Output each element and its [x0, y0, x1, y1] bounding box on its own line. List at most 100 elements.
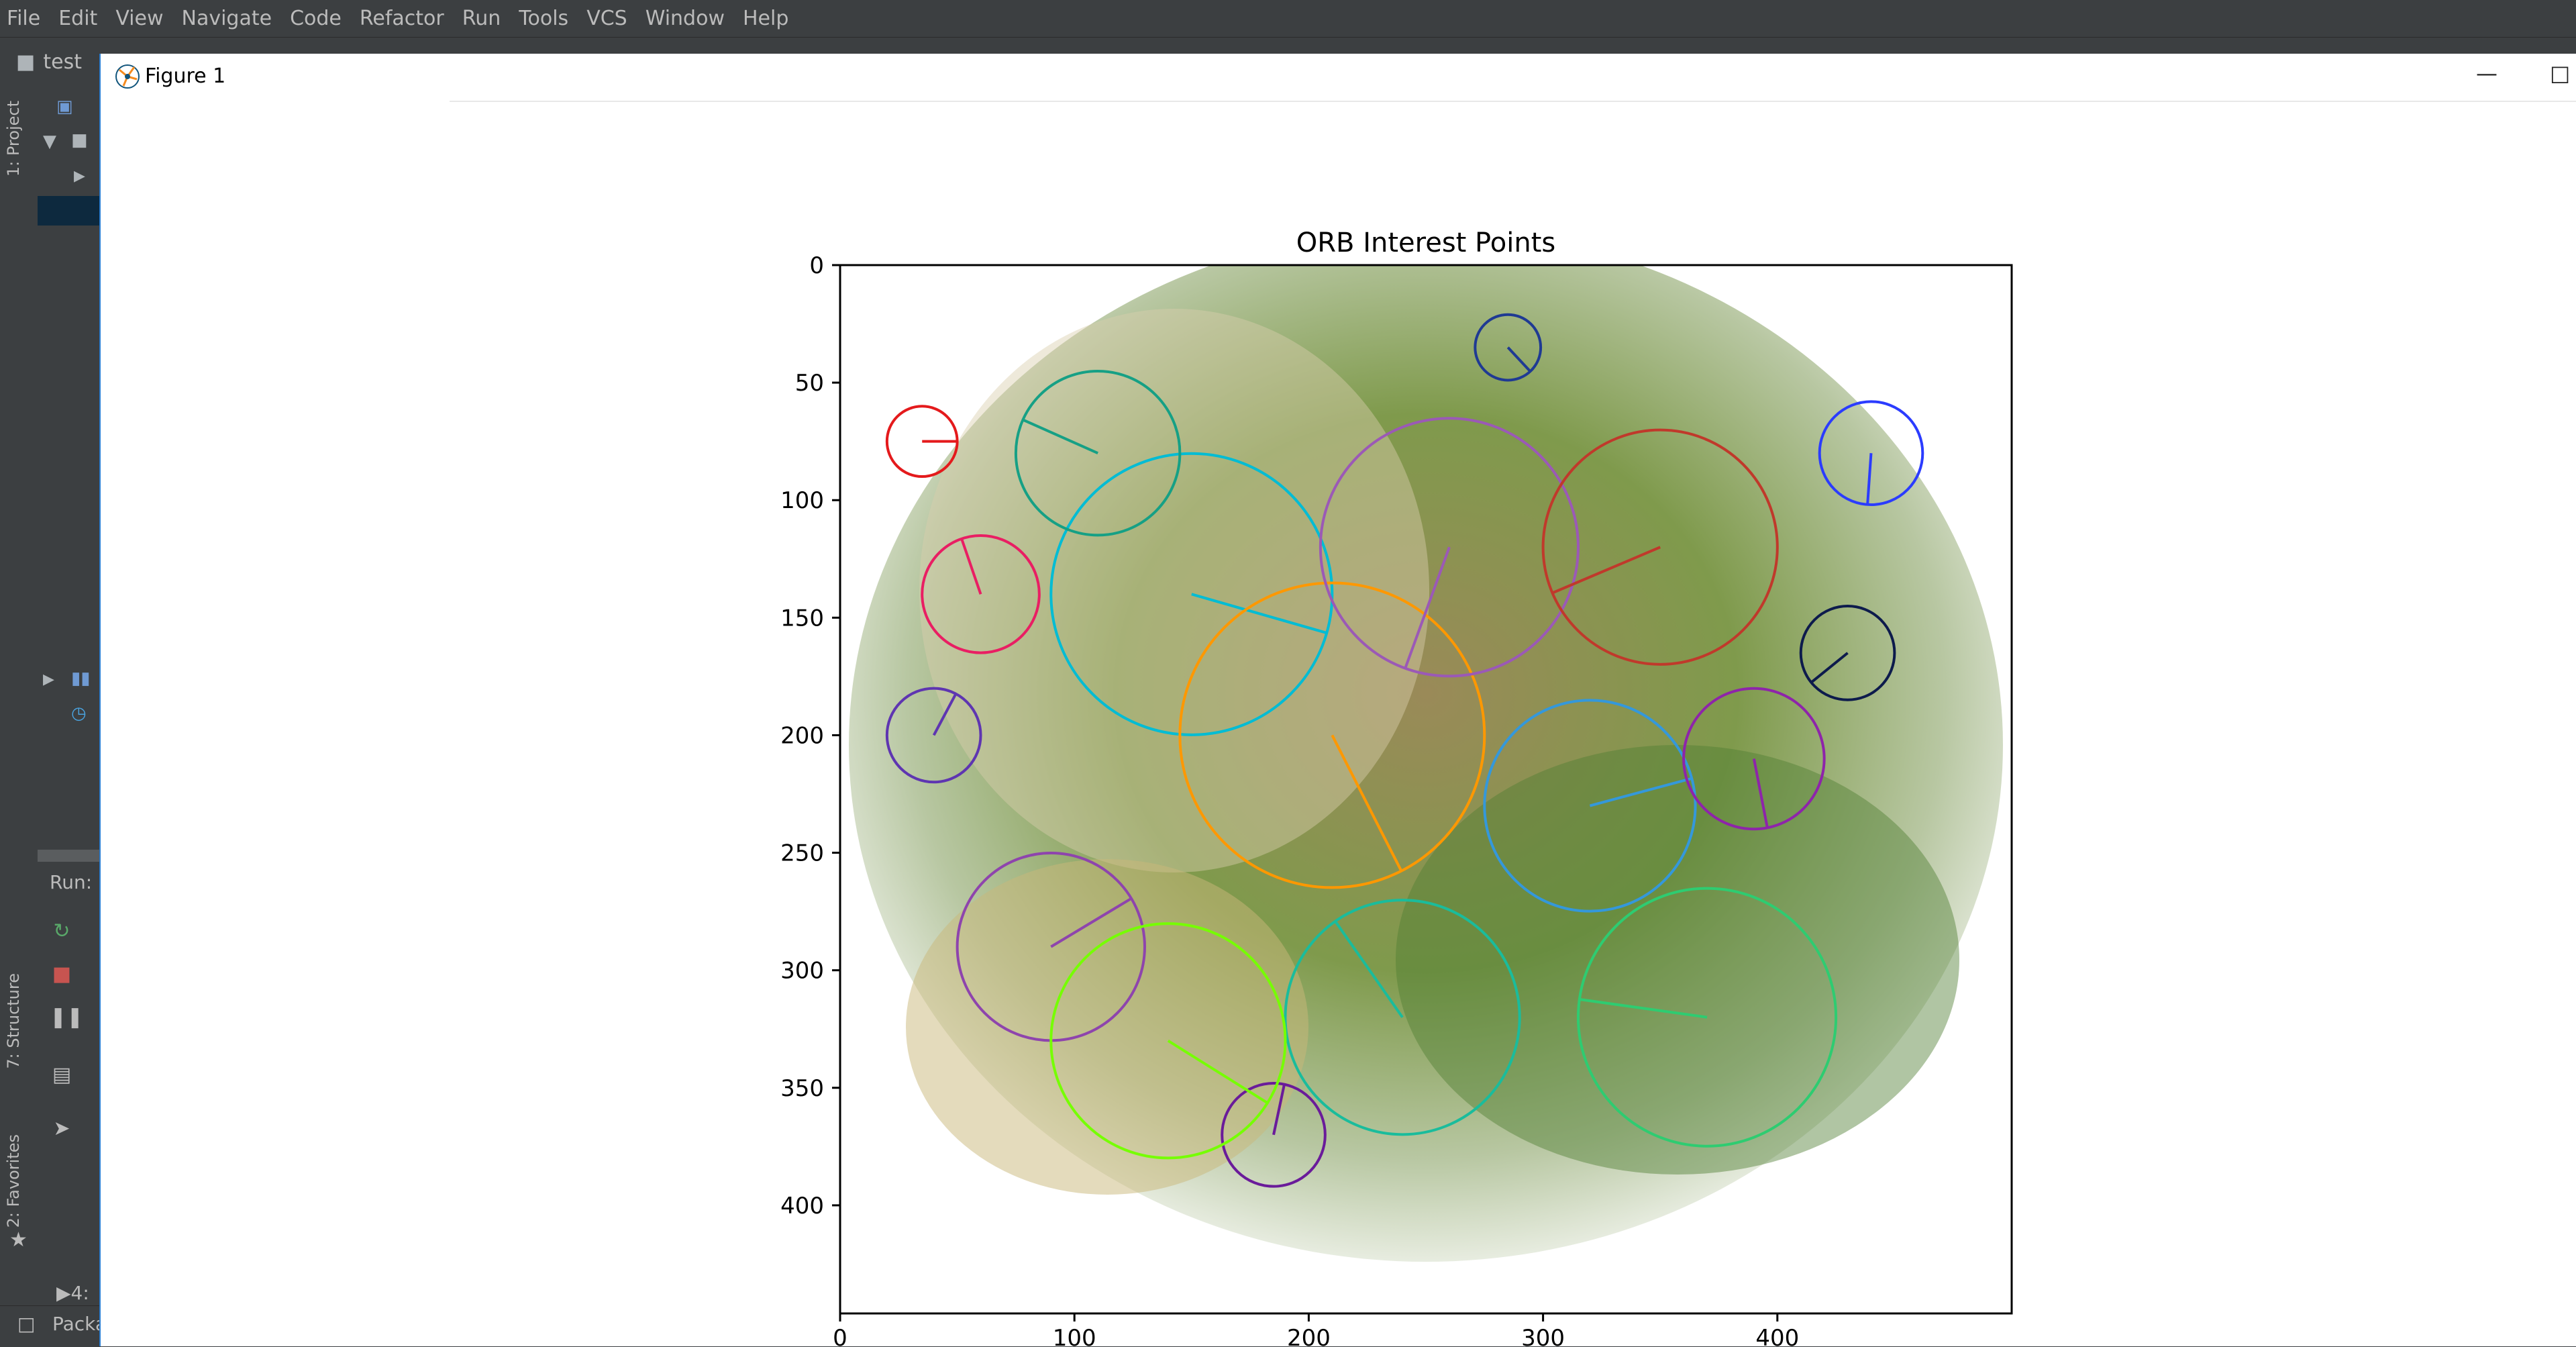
y-tick-label: 400 — [780, 1193, 824, 1219]
tab-project[interactable]: 1: Project — [4, 101, 23, 177]
menu-view[interactable]: View — [115, 7, 164, 30]
menu-edit[interactable]: Edit — [58, 7, 98, 30]
keypoint-circle — [1483, 699, 1697, 913]
tab-favorites[interactable]: 2: Favorites — [4, 1134, 23, 1228]
menu-code[interactable]: Code — [290, 7, 342, 30]
menu-window[interactable]: Window — [645, 7, 725, 30]
left-tool-stripe: 1: Project 7: Structure 2: Favorites ★ — [0, 87, 38, 1305]
project-name: test — [43, 50, 82, 74]
keypoint-circle — [885, 687, 982, 784]
tab-structure[interactable]: 7: Structure — [4, 973, 23, 1069]
keypoint-circle — [1178, 581, 1486, 889]
keypoint-orientation — [1752, 758, 1769, 828]
keypoint-circle — [1799, 605, 1896, 701]
y-tick-label: 100 — [780, 487, 824, 514]
keypoint — [885, 687, 982, 784]
x-tick-label: 200 — [1287, 1325, 1331, 1346]
menu-file[interactable]: File — [7, 7, 41, 30]
x-tick-label: 100 — [1053, 1325, 1096, 1346]
figure-title: Figure 1 — [145, 64, 226, 88]
keypoint-orientation — [1551, 546, 1661, 595]
keypoint-orientation — [1167, 1040, 1269, 1104]
pause-icon[interactable]: ❚❚ — [50, 1005, 84, 1029]
keypoint — [1014, 369, 1182, 537]
y-tick-label: 300 — [780, 958, 824, 985]
minimize-icon[interactable]: — — [2476, 60, 2497, 86]
keypoint — [1178, 581, 1486, 889]
keypoint-orientation — [1331, 734, 1403, 872]
pin-icon[interactable]: ➤ — [53, 1117, 70, 1140]
folder-icon: ■ — [16, 50, 36, 74]
keypoint — [885, 405, 959, 479]
selected-tree-row[interactable] — [38, 196, 101, 226]
keypoint-circle — [1049, 922, 1287, 1160]
menu-run[interactable]: Run — [462, 7, 501, 30]
chevron-right-icon[interactable]: ▶ — [74, 168, 85, 185]
chevron-right-icon[interactable]: ▶ — [43, 671, 54, 688]
maximize-icon[interactable]: □ — [2550, 60, 2571, 86]
figure-window: Figure 1 — □ ORB Interest Points 0 50 100 1 — [99, 54, 2576, 1346]
keypoint-circle — [1576, 887, 1838, 1148]
x-tick-label: 400 — [1755, 1325, 1799, 1346]
keypoint — [1221, 1082, 1327, 1188]
y-tick-label: 0 — [809, 252, 824, 279]
keypoint-orientation — [1191, 593, 1327, 634]
tree-row[interactable]: ▶ ▮▮ — [38, 666, 101, 699]
tree-row[interactable]: ◷ — [38, 701, 101, 734]
keypoint-orientation — [1589, 777, 1692, 807]
figure-titlebar[interactable]: Figure 1 — □ — [101, 54, 2576, 101]
menu-refactor[interactable]: Refactor — [359, 7, 444, 30]
keypoint — [1818, 400, 1924, 507]
stop-icon[interactable]: ■ — [52, 962, 72, 986]
keypoint — [1541, 428, 1779, 666]
keypoint-circle — [1319, 417, 1580, 678]
run-label: Run: — [50, 871, 93, 893]
menu-vcs[interactable]: VCS — [586, 7, 627, 30]
y-tick-label: 200 — [780, 722, 824, 749]
keypoint-orientation — [1050, 897, 1133, 948]
window-icon: □ — [17, 1313, 36, 1335]
keypoint-circle — [1474, 313, 1543, 382]
keypoint-circle — [1049, 452, 1334, 736]
keypoint-orientation — [1866, 453, 1873, 505]
packages-tab[interactable]: Packa — [52, 1313, 107, 1335]
rerun-icon[interactable]: ↻ — [53, 919, 70, 943]
plot-canvas[interactable]: ORB Interest Points 0 50 100 150 200 250 300 35… — [101, 54, 2576, 1346]
project-breadcrumb[interactable]: ■ test — [0, 40, 101, 83]
chart-icon: ▮▮ — [71, 668, 91, 689]
keypoint — [1049, 452, 1334, 736]
project-panel: ▣ ▼ ■ ▶ ▶ ▮▮ ◷ Run: ↻ ■ ❚❚ ▤ ➤ — [38, 87, 101, 1346]
axes-frame — [839, 264, 2013, 1315]
keypoint-orientation — [960, 538, 982, 595]
tree-row[interactable]: ▶ — [38, 162, 101, 196]
layout-icon[interactable]: ▤ — [52, 1063, 72, 1087]
menu-tools[interactable]: Tools — [519, 7, 569, 30]
keypoint-orientation — [1506, 346, 1532, 372]
tree-row[interactable]: ▼ ■ — [38, 128, 101, 161]
y-tick-label: 150 — [780, 605, 824, 632]
star-icon[interactable]: ★ — [9, 1228, 28, 1252]
keypoint-circle — [1541, 428, 1779, 666]
keypoint — [921, 534, 1041, 654]
keypoint — [1474, 313, 1543, 382]
tree-row[interactable]: ▣ — [38, 93, 101, 126]
menubar: File Edit View Navigate Code Refactor Run Tools… — [0, 0, 2576, 38]
run-tab[interactable]: ▶4: — [56, 1282, 89, 1304]
keypoint-orientation — [932, 693, 958, 736]
keypoint-circle — [1221, 1082, 1327, 1188]
keypoint-circle — [1284, 899, 1521, 1136]
keypoint-circle — [1818, 400, 1924, 507]
menu-navigate[interactable]: Navigate — [181, 7, 272, 30]
image-area — [840, 265, 2012, 1313]
keypoint-circle — [1682, 687, 1826, 831]
menu-help[interactable]: Help — [743, 7, 789, 30]
chevron-down-icon[interactable]: ▼ — [43, 132, 56, 152]
keypoint — [1319, 417, 1580, 678]
horizontal-scrollbar[interactable] — [38, 850, 101, 862]
folder-icon: ■ — [71, 130, 88, 150]
chart-title: ORB Interest Points — [1296, 228, 1555, 258]
x-tick-label: 300 — [1521, 1325, 1565, 1346]
matplotlib-icon — [115, 64, 140, 89]
keypoint — [1049, 922, 1287, 1160]
keypoint-orientation — [1022, 418, 1098, 455]
